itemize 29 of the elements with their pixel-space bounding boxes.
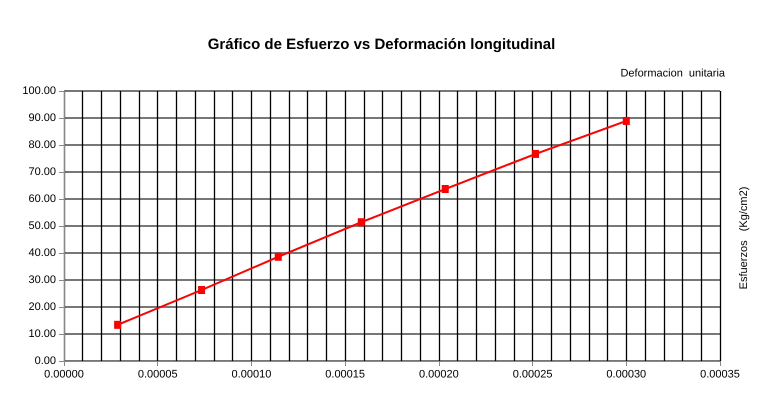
y-tick-label: 90.00 — [28, 112, 56, 124]
y-tick-label: 60.00 — [28, 193, 56, 205]
x-tick-label: 0.00005 — [138, 368, 178, 380]
x-axis-title: Deformacion unitaria — [620, 68, 726, 80]
y-tick-label: 80.00 — [28, 139, 56, 151]
point — [358, 218, 365, 226]
y-tick-label: 30.00 — [28, 274, 56, 286]
y-tick-label: 100.00 — [22, 85, 56, 97]
x-tick-label: 0.00020 — [418, 368, 459, 380]
point — [532, 150, 540, 158]
y-tick-label: 40.00 — [28, 247, 56, 259]
y-tick-label: 70.00 — [28, 166, 56, 178]
x-tick-label: 0.00035 — [700, 368, 740, 380]
y-tick-label: 50.00 — [28, 220, 56, 232]
point — [274, 252, 282, 261]
point — [198, 286, 206, 294]
x-tick-label: 0.00000 — [44, 368, 84, 380]
point — [622, 116, 630, 125]
x-tick-label: 0.00025 — [512, 368, 552, 380]
y-axis-title: Esfuerzos (Kg/cm2) — [738, 186, 750, 290]
point — [442, 185, 449, 194]
point — [114, 320, 122, 329]
x-tick-label: 0.00015 — [325, 368, 366, 380]
y-tick-label: 10.00 — [28, 328, 56, 340]
x-tick-label: 0.00010 — [232, 368, 272, 380]
chart-title: Gráfico de Esfuerzo vs Deformación longitudinal — [208, 36, 556, 53]
y-tick-label: 0.00 — [34, 355, 56, 367]
x-tick-label: 0.00030 — [606, 368, 646, 380]
y-tick-label: 20.00 — [28, 301, 56, 313]
